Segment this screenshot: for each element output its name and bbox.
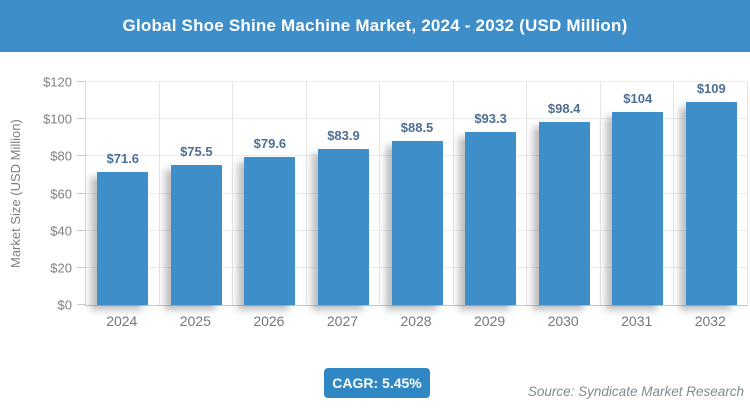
y-tick-label: $120 — [43, 74, 72, 90]
bar-column: $109 — [675, 81, 749, 305]
y-tickmark — [77, 304, 86, 305]
bar — [685, 102, 737, 305]
x-tick-label: 2028 — [400, 313, 432, 329]
bar-column: $79.6 — [233, 82, 307, 305]
cagr-badge: CAGR: 5.45% — [324, 368, 430, 398]
bar — [170, 165, 222, 305]
column-separator — [305, 82, 307, 305]
bar-value-label: $79.6 — [253, 136, 287, 151]
y-tick-label: $60 — [50, 186, 72, 201]
bar — [391, 141, 443, 305]
bar — [244, 157, 296, 305]
column-separator — [232, 82, 234, 305]
bar-column: $98.4 — [527, 82, 601, 305]
x-axis-labels: 2024 2025 2026 2027 2028 2029 2030 2031 2032 — [85, 313, 747, 329]
column-separator — [158, 82, 160, 305]
bar — [538, 122, 590, 305]
bar-value-label: $93.3 — [474, 111, 507, 126]
bar-column: $75.5 — [160, 82, 234, 305]
bar — [465, 132, 517, 305]
bar-value-label: $109 — [696, 81, 726, 96]
x-tick-label: 2025 — [179, 313, 211, 329]
y-tick-label: $80 — [50, 148, 72, 164]
bar — [612, 112, 664, 305]
x-tick-label: 2027 — [326, 313, 359, 329]
y-tickmark — [77, 266, 86, 268]
x-tick-label: 2029 — [474, 313, 506, 329]
y-tick-label: $0 — [57, 297, 72, 313]
column-separator — [452, 82, 454, 305]
chart-area: Market Size (USD Million) $0 $20 $40 $60 $80… — [0, 52, 750, 342]
column-separator — [599, 82, 601, 305]
bar — [317, 149, 369, 305]
bar-column: $93.3 — [454, 82, 528, 305]
bar-column: $88.5 — [380, 82, 454, 305]
bar-value-label: $75.5 — [180, 144, 213, 159]
y-tickmark — [77, 192, 86, 194]
y-tickmark — [77, 118, 86, 120]
y-tick-label: $20 — [50, 260, 72, 276]
bar-column: $71.6 — [86, 82, 160, 305]
x-tick-label: 2024 — [106, 313, 138, 329]
column-separator — [526, 82, 528, 305]
gridline — [86, 118, 748, 120]
y-tick-label: $100 — [43, 111, 72, 127]
bar-column: $83.9 — [307, 82, 381, 305]
x-tick-label: 2031 — [621, 313, 653, 329]
column-separator — [379, 82, 381, 305]
x-tick-label: 2032 — [694, 313, 726, 329]
y-tickmark — [77, 229, 86, 231]
bar-value-label: $71.6 — [106, 151, 140, 166]
title-bar: Global Shoe Shine Machine Market, 2024 -… — [0, 0, 750, 52]
y-tickmark — [77, 81, 86, 82]
bar-value-label: $83.9 — [327, 128, 360, 143]
x-tick-label: 2026 — [253, 313, 285, 329]
x-tick-label: 2030 — [547, 313, 579, 329]
bar-column: $104 — [601, 82, 675, 305]
source-text: Source: Syndicate Market Research — [527, 384, 744, 399]
y-tick-label: $40 — [50, 223, 72, 239]
column-separator — [673, 82, 675, 305]
bar-series: $71.6 $75.5 $79.6 $83.9 $88.5 $93.3 $98.4 $104 $… — [86, 81, 749, 305]
gridline — [86, 81, 748, 82]
bar — [97, 172, 149, 305]
chart-title: Global Shoe Shine Machine Market, 2024 -… — [122, 16, 628, 35]
bar-value-label: $88.5 — [400, 120, 434, 135]
bar-value-label: $98.4 — [547, 101, 581, 116]
plot-area: $71.6 $75.5 $79.6 $83.9 $88.5 $93.3 $98.4 $104 $… — [77, 81, 749, 306]
y-tickmark — [77, 155, 86, 157]
column-separator — [747, 82, 748, 305]
y-axis-labels: $0 $20 $40 $60 $80 $100 $120 — [0, 76, 72, 312]
cagr-badge-label: CAGR: 5.45% — [332, 375, 422, 391]
bar-value-label: $104 — [623, 91, 653, 106]
